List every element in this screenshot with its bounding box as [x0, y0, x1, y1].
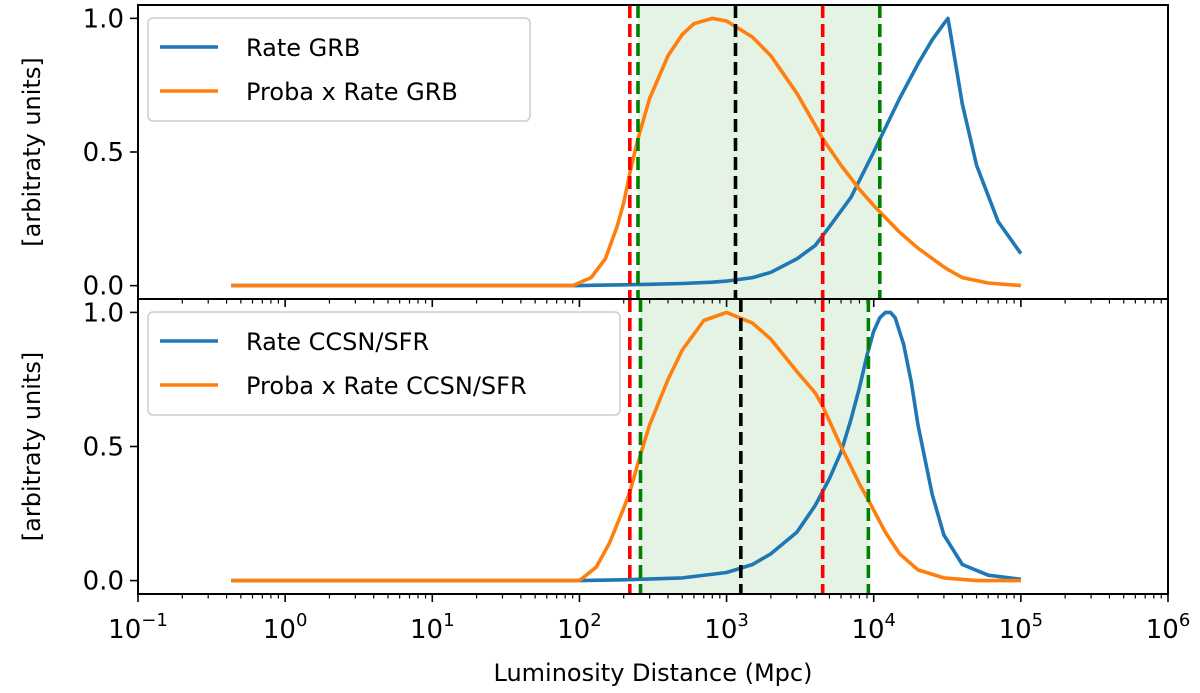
x-axis-label: Luminosity Distance (Mpc) — [494, 659, 813, 687]
y-tick-label: 0.5 — [83, 138, 124, 168]
series-line-proba-rate — [231, 16, 1022, 288]
x-tick-label: 100 — [263, 610, 308, 645]
x-tick-label: 104 — [851, 610, 896, 645]
legend-entry: Proba x Rate GRB — [246, 78, 458, 106]
y-axis-label: [arbitraty units] — [18, 352, 46, 541]
y-tick-label: 0.5 — [83, 433, 124, 463]
x-tick-label: 10−1 — [108, 610, 168, 645]
legend-entry: Rate CCSN/SFR — [246, 328, 429, 356]
panel-top: 0.0 0.5 1.0 [arbitraty units] Rate GRB Proba … — [18, 4, 1169, 307]
series-line-rate — [231, 16, 1023, 288]
x-tick-label: 101 — [410, 610, 455, 645]
y-tick-label: 0.0 — [83, 272, 124, 302]
x-tick-label: 103 — [704, 610, 749, 645]
legend: Rate CCSN/SFR Proba x Rate CCSN/SFR — [147, 311, 621, 416]
legend-entry: Proba x Rate CCSN/SFR — [246, 372, 527, 400]
plot-area — [231, 5, 1023, 299]
legend-entry: Rate GRB — [246, 34, 360, 62]
shaded-band — [637, 5, 880, 299]
axes-frame — [137, 298, 1169, 595]
x-tick-label: 102 — [557, 610, 602, 645]
legend: Rate GRB Proba x Rate GRB — [147, 17, 531, 122]
panel-bottom: 0.0 0.5 1.0 [arbitraty units] 10−1 100 101 102 1… — [18, 298, 1190, 687]
series-line-rate — [231, 310, 1022, 583]
x-tick-label: 106 — [1146, 610, 1191, 645]
y-tick-label: 1.0 — [83, 4, 124, 34]
shaded-band — [640, 299, 869, 594]
y-tick-label: 0.0 — [83, 567, 124, 597]
plot-area — [231, 299, 1022, 594]
series-line-proba-rate — [231, 310, 1021, 583]
y-tick-label: 1.0 — [83, 298, 124, 328]
y-axis-label: [arbitraty units] — [18, 57, 46, 246]
x-tick-label: 105 — [999, 610, 1044, 645]
legend-box — [147, 17, 531, 122]
legend-box — [147, 311, 621, 416]
